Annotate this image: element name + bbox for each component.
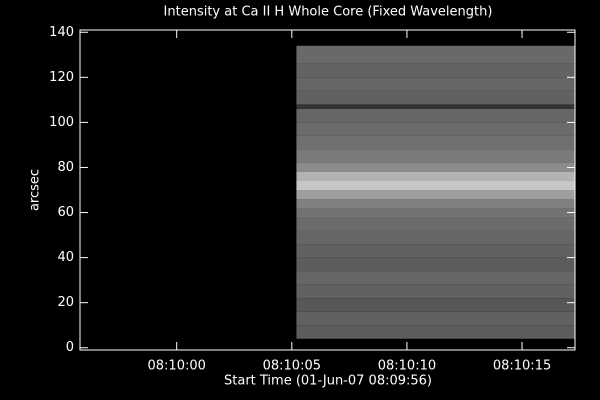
y-tick-label: 60 bbox=[57, 205, 74, 220]
y-tick-label: 0 bbox=[66, 340, 74, 355]
x-axis-label: Start Time (01-Jun-07 08:09:56) bbox=[224, 374, 432, 389]
image-row bbox=[296, 162, 575, 172]
y-tick-label: 20 bbox=[57, 295, 74, 310]
x-tick-label: 08:10:00 bbox=[148, 359, 206, 374]
image-row bbox=[296, 180, 575, 190]
image-row bbox=[296, 325, 575, 339]
image-row bbox=[296, 284, 575, 299]
image-row bbox=[296, 122, 575, 136]
y-axis-label: arcsec bbox=[28, 169, 43, 211]
image-row bbox=[296, 311, 575, 326]
image-row bbox=[296, 77, 575, 91]
chart-title: Intensity at Ca II H Whole Core (Fixed W… bbox=[164, 5, 493, 20]
x-tick-label: 08:10:15 bbox=[493, 359, 551, 374]
y-tick-label: 100 bbox=[49, 115, 74, 130]
y-tick-label: 140 bbox=[49, 25, 74, 40]
image-row bbox=[296, 257, 575, 272]
y-tick-label: 120 bbox=[49, 70, 74, 85]
x-tick-label: 08:10:10 bbox=[378, 359, 436, 374]
image-row bbox=[296, 230, 575, 245]
plot-frame bbox=[79, 29, 576, 351]
image-row bbox=[296, 271, 575, 285]
image-row bbox=[296, 135, 575, 150]
image-row bbox=[296, 199, 575, 209]
image-row bbox=[296, 108, 575, 123]
image-row bbox=[296, 171, 575, 181]
x-tick-label: 08:10:05 bbox=[263, 359, 321, 374]
image-row bbox=[296, 45, 575, 64]
image-row bbox=[296, 190, 575, 200]
image-row bbox=[296, 149, 575, 163]
image-row bbox=[296, 298, 575, 312]
image-row bbox=[296, 244, 575, 258]
image-row bbox=[296, 217, 575, 231]
image-row bbox=[296, 63, 575, 78]
y-tick-label: 40 bbox=[57, 250, 74, 265]
image-row bbox=[296, 208, 575, 218]
y-tick-label: 80 bbox=[57, 160, 74, 175]
image-row bbox=[296, 104, 575, 109]
image-row bbox=[296, 90, 575, 105]
